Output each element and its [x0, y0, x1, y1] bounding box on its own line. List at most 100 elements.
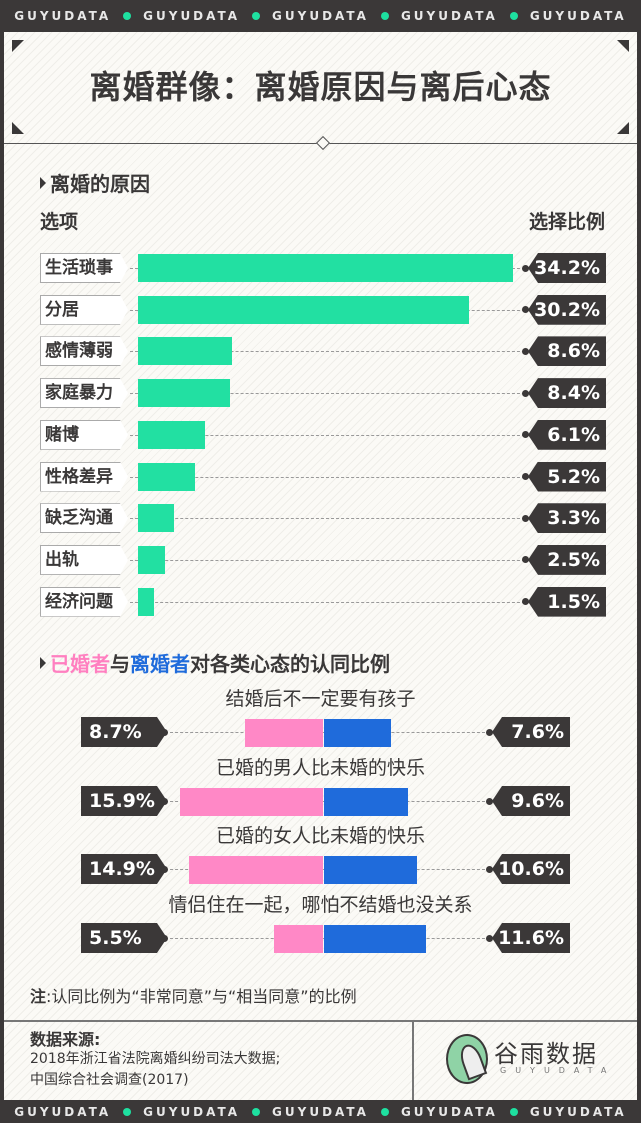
banner-text: GUYUDATA — [400, 1104, 498, 1119]
banner-text: GUYUDATA — [14, 1104, 112, 1119]
category-label: 赌博 — [40, 419, 128, 450]
column-header-ratio: 选择比例 — [528, 211, 605, 233]
corner-mark — [617, 122, 629, 134]
value-tag: 2.5% — [528, 544, 606, 575]
banner-text: GUYUDATA — [14, 9, 112, 23]
pin-icon — [486, 934, 493, 942]
bar — [138, 587, 155, 616]
banner-text: GUYUDATA — [400, 9, 498, 23]
bottom-banner: GUYUDATA GUYUDATA GUYUDATA GUYUDATA GUYUDATA — [0, 1100, 641, 1123]
value-tag: 3.3% — [528, 503, 606, 534]
value-tag: 8.4% — [528, 378, 606, 409]
title-rest: 对各类心态的认同比例 — [190, 652, 390, 676]
section-title-text: 离婚的原因 — [50, 172, 150, 196]
statement-label: 情侣住在一起，哪怕不结婚也没关系 — [168, 894, 473, 916]
diamond-icon — [315, 135, 331, 151]
column-header-option: 选项 — [40, 211, 79, 233]
pin-icon — [522, 264, 529, 272]
value-tag: 1.5% — [528, 586, 606, 617]
leader-line — [130, 434, 530, 436]
pin-icon — [522, 431, 529, 439]
dot-icon — [380, 12, 389, 20]
dot-icon — [252, 1107, 261, 1116]
divorced-value-tag: 9.6% — [492, 786, 570, 816]
banner-text: GUYUDATA — [272, 9, 369, 23]
pin-icon — [161, 728, 168, 736]
bar-divorced — [324, 788, 409, 816]
banner-text: GUYUDATA — [143, 1104, 241, 1119]
leader-line — [130, 601, 530, 603]
pin-icon — [161, 934, 168, 942]
section-title-reasons: 离婚的原因 — [40, 168, 150, 197]
corner-mark — [12, 122, 24, 134]
divorced-value-tag: 7.6% — [492, 717, 570, 747]
pin-icon — [522, 598, 529, 606]
pin-icon — [486, 797, 493, 805]
category-label: 经济问题 — [40, 586, 128, 617]
leader-line — [130, 476, 530, 478]
page-title: 离婚群像：离婚原因与离后心态 — [89, 68, 552, 106]
value-tag: 6.1% — [528, 419, 606, 450]
bar-divorced — [324, 925, 427, 953]
triangle-icon — [40, 656, 46, 669]
footnote-label: 注 — [30, 987, 47, 1006]
bar — [138, 462, 196, 491]
logo-name: 谷雨数据 — [494, 1040, 598, 1068]
legend-married: 已婚者 — [50, 652, 110, 676]
title-connector: 与 — [110, 652, 130, 676]
bar-married — [244, 719, 323, 747]
pin-icon — [522, 514, 529, 522]
source-line: 2018年浙江省法院离婚纠纷司法大数据; — [30, 1051, 281, 1067]
pin-icon — [486, 865, 493, 873]
leader-line — [130, 518, 530, 520]
category-label: 出轨 — [40, 544, 128, 575]
bar — [138, 420, 205, 449]
pin-icon — [522, 389, 529, 397]
statement-label: 已婚的女人比未婚的快乐 — [215, 825, 425, 847]
bar — [138, 545, 166, 574]
category-label: 性格差异 — [40, 461, 128, 492]
category-label: 感情薄弱 — [40, 336, 128, 367]
dot-icon — [509, 1107, 518, 1116]
value-tag: 8.6% — [528, 336, 606, 367]
divorced-value-tag: 10.6% — [492, 854, 570, 884]
pin-icon — [522, 347, 529, 355]
category-label: 家庭暴力 — [40, 378, 128, 409]
top-banner: GUYUDATA GUYUDATA GUYUDATA GUYUDATA GUYUDATA — [0, 0, 641, 32]
banner-text: GUYUDATA — [529, 9, 627, 23]
dot-icon — [123, 1107, 132, 1116]
logo-sub: GUYUDATA — [500, 1066, 616, 1075]
divider — [4, 1020, 637, 1022]
dot-icon — [252, 12, 261, 20]
bar-married — [273, 925, 323, 953]
leader-line — [130, 351, 530, 353]
married-value-tag: 14.9% — [81, 854, 167, 884]
section-title-attitudes: 已婚者与离婚者 对各类心态的认同比例 — [40, 648, 390, 677]
bar-married — [179, 788, 323, 816]
value-tag: 34.2% — [528, 253, 606, 283]
pin-icon — [161, 797, 168, 805]
pin-icon — [486, 728, 493, 736]
legend-divorced: 离婚者 — [130, 652, 190, 676]
dot-icon — [380, 1107, 389, 1116]
bar-married — [188, 856, 323, 884]
banner-text: GUYUDATA — [143, 9, 241, 23]
bar — [138, 295, 470, 324]
source-title: 数据来源: — [30, 1030, 101, 1049]
dot-icon — [123, 12, 132, 20]
footnote: 注:认同比例为“非常同意”与“相当同意”的比例 — [30, 983, 357, 1007]
statement-label: 结婚后不一定要有孩子 — [225, 688, 416, 710]
value-tag: 5.2% — [528, 461, 606, 492]
triangle-icon — [40, 176, 46, 189]
leader-line — [130, 559, 530, 561]
pin-icon — [522, 556, 529, 564]
bar-divorced — [324, 856, 418, 884]
pin-icon — [522, 473, 529, 480]
logo-bird-icon — [446, 1034, 488, 1084]
statement-label: 已婚的男人比未婚的快乐 — [215, 757, 425, 779]
married-value-tag: 8.7% — [81, 717, 167, 747]
banner-text: GUYUDATA — [529, 1104, 627, 1119]
category-label: 生活琐事 — [40, 253, 128, 283]
value-tag: 30.2% — [528, 294, 606, 325]
pin-icon — [161, 865, 168, 873]
